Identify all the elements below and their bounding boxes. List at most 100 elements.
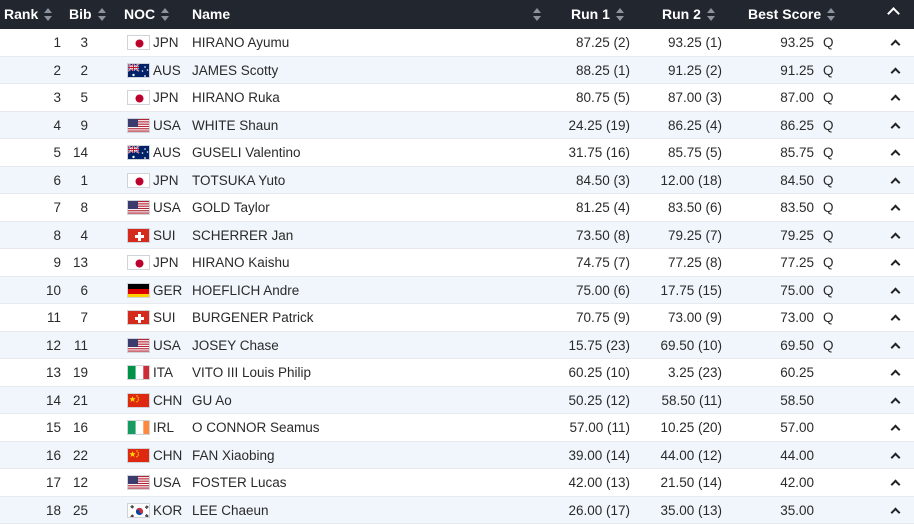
- athlete-name: JOSEY Chase: [192, 337, 279, 353]
- table-row[interactable]: 10 6 GER HOEFLICH Andre 75.00 (6) 17.75 (15) 7…: [0, 276, 914, 304]
- expand-row-icon[interactable]: [890, 507, 901, 517]
- header-name[interactable]: Name: [192, 6, 231, 22]
- qualified-badge: Q: [823, 337, 834, 353]
- expand-row-icon[interactable]: [890, 94, 901, 105]
- table-row[interactable]: 6 1 JPN TOTSUKA Yuto 84.50 (3) 12.00 (18) 84.5…: [0, 166, 914, 194]
- run1-cell: 39.00 (14): [568, 447, 630, 463]
- sort-icon[interactable]: [44, 7, 53, 21]
- sort-icon[interactable]: [827, 7, 836, 21]
- header-best-score[interactable]: Best Score: [748, 0, 836, 29]
- rank-cell: 16: [45, 447, 61, 463]
- table-row[interactable]: 5 14 AUS GUSELI Valentino 31.75 (16) 85.75 (5…: [0, 139, 914, 167]
- noc-cell: CHN: [153, 392, 183, 408]
- noc-cell: USA: [153, 117, 181, 133]
- table-row[interactable]: 7 8 USA GOLD Taylor 81.25 (4) 83.50 (6) 83.50 Q: [0, 194, 914, 222]
- rank-cell: 5: [53, 145, 61, 160]
- run1-cell: 42.00 (13): [568, 475, 630, 490]
- bib-cell: 19: [72, 365, 88, 380]
- noc-cell: GER: [153, 282, 183, 298]
- table-row[interactable]: 3 5 JPN HIRANO Ruka 80.75 (5) 87.00 (3) 87.00 Q: [0, 84, 914, 112]
- noc-cell: JPN: [153, 172, 179, 188]
- expand-row-icon[interactable]: [890, 122, 901, 132]
- athlete-name: O CONNOR Seamus: [192, 420, 320, 435]
- flag-icon: [127, 255, 150, 270]
- rank-cell: 13: [45, 365, 61, 380]
- table-row[interactable]: 14 21 CHN GU Ao 50.25 (12) 58.50 (11) 58.50: [0, 386, 914, 414]
- table-row[interactable]: 15 16 IRL O CONNOR Seamus 57.00 (11) 10.25 (2…: [0, 414, 914, 442]
- table-row[interactable]: 8 4 SUI SCHERRER Jan 73.50 (8) 79.25 (7) 79.25…: [0, 221, 914, 249]
- best-score-cell: 69.50: [780, 337, 814, 353]
- run1-cell: 87.25 (2): [575, 35, 630, 50]
- flag-icon: [127, 172, 150, 188]
- table-body: 1 3 JPN HIRANO Ayumu 87.25 (2) 93.25 (1) 93.25…: [0, 29, 914, 524]
- qualified-badge: Q: [823, 172, 834, 188]
- run1-cell: 70.75 (9): [575, 310, 630, 325]
- table-row[interactable]: 1 3 JPN HIRANO Ayumu 87.25 (2) 93.25 (1) 93.25…: [0, 29, 914, 57]
- expand-row-icon[interactable]: [890, 452, 901, 462]
- sort-icon[interactable]: [706, 7, 716, 21]
- expand-row-icon[interactable]: [890, 314, 901, 325]
- expand-row-icon[interactable]: [890, 177, 901, 187]
- noc-cell: AUS: [153, 62, 181, 78]
- table-row[interactable]: 12 11 USA JOSEY Chase 15.75 (23) 69.50 (10) 69…: [0, 331, 914, 359]
- header-run1[interactable]: Run 1: [571, 0, 625, 29]
- expand-row-icon[interactable]: [890, 39, 901, 50]
- expand-row-icon[interactable]: [890, 149, 901, 160]
- qualified-badge: Q: [823, 62, 834, 78]
- rank-cell: 7: [53, 200, 61, 215]
- table-row[interactable]: 17 12 USA FOSTER Lucas 42.00 (13) 21.50 (14) 4…: [0, 469, 914, 497]
- table-row[interactable]: 9 13 JPN HIRANO Kaishu 74.75 (7) 77.25 (8) 77.…: [0, 249, 914, 277]
- rank-cell: 18: [45, 502, 61, 518]
- flag-icon: [127, 35, 150, 50]
- noc-cell: USA: [153, 337, 181, 353]
- athlete-name: HIRANO Ayumu: [192, 35, 290, 50]
- athlete-name: VITO III Louis Philip: [192, 365, 312, 380]
- expand-row-icon[interactable]: [890, 67, 901, 77]
- table-row[interactable]: 18 25 KOR LEE Chaeun 26.00 (17) 35.00 (13) 35.…: [0, 496, 914, 524]
- bib-cell: 6: [80, 282, 88, 298]
- sort-icon[interactable]: [615, 7, 625, 21]
- expand-row-icon[interactable]: [890, 204, 901, 215]
- header-noc[interactable]: NOC: [124, 0, 170, 29]
- header-run2[interactable]: Run 2: [662, 0, 716, 29]
- noc-cell: IRL: [153, 420, 175, 435]
- run2-cell: 73.00 (9): [667, 310, 722, 325]
- rank-cell: 6: [53, 172, 61, 188]
- expand-row-icon[interactable]: [890, 479, 901, 490]
- run2-cell: 21.50 (14): [660, 475, 722, 490]
- table-row[interactable]: 4 9 USA WHITE Shaun 24.25 (19) 86.25 (4) 86.25…: [0, 111, 914, 139]
- expand-row-icon[interactable]: [890, 369, 901, 380]
- sort-icon[interactable]: [533, 7, 542, 21]
- sort-icon[interactable]: [97, 7, 107, 21]
- header-name-sort[interactable]: [527, 0, 542, 29]
- table-row[interactable]: 16 22 CHN FAN Xiaobing 39.00 (14) 44.00 (12) 4…: [0, 441, 914, 469]
- noc-cell: USA: [153, 200, 181, 215]
- best-score-cell: 86.25: [780, 117, 814, 133]
- run1-cell: 75.00 (6): [575, 282, 630, 298]
- header-rank[interactable]: Rank: [4, 0, 53, 29]
- expand-row-icon[interactable]: [890, 232, 901, 242]
- sort-icon[interactable]: [161, 7, 170, 21]
- rank-cell: 12: [45, 337, 61, 353]
- rank-cell: 4: [53, 117, 61, 133]
- expand-row-icon[interactable]: [890, 397, 901, 407]
- expand-row-icon[interactable]: [890, 287, 901, 297]
- header-bib[interactable]: Bib: [69, 0, 107, 29]
- expand-row-icon[interactable]: [890, 342, 901, 352]
- expand-row-icon[interactable]: [890, 424, 901, 435]
- run2-cell: 79.25 (7): [667, 227, 722, 243]
- table-row[interactable]: 11 7 SUI BURGENER Patrick 70.75 (9) 73.00 (9)…: [0, 304, 914, 332]
- noc-cell: JPN: [153, 90, 179, 105]
- run2-cell: 3.25 (23): [667, 365, 722, 380]
- bib-cell: 16: [72, 420, 88, 435]
- noc-cell: SUI: [153, 310, 176, 325]
- flag-icon: [127, 365, 150, 380]
- flag-icon: [127, 227, 150, 243]
- table-row[interactable]: 13 19 ITA VITO III Louis Philip 60.25 (10) 3.…: [0, 359, 914, 387]
- table-row[interactable]: 2 2 AUS JAMES Scotty 88.25 (1) 91.25 (2) 91.25…: [0, 56, 914, 84]
- best-score-cell: 75.00: [780, 282, 814, 298]
- expand-row-icon[interactable]: [890, 259, 901, 270]
- bib-cell: 8: [80, 200, 88, 215]
- collapse-all-icon[interactable]: [887, 7, 900, 20]
